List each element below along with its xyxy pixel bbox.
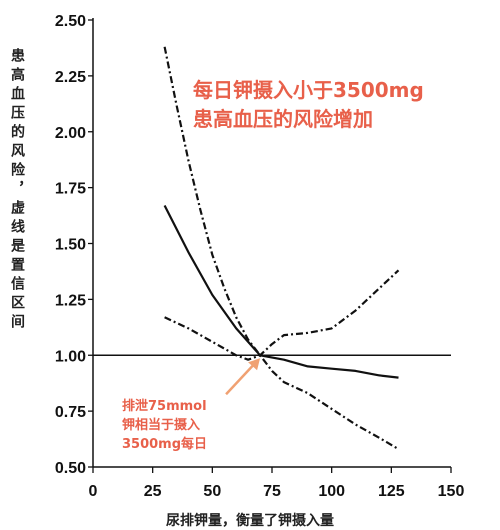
y-tick-label: 0.75 [55, 404, 86, 421]
annotation-arrow [225, 358, 261, 396]
y-tick-label: 1.75 [55, 181, 86, 198]
y-tick-label: 2.00 [55, 125, 86, 142]
confidence-bound-line-2 [164, 269, 400, 361]
x-tick-label: 50 [203, 483, 221, 500]
estimate-line [163, 205, 399, 379]
confidence-bound-line-1 [163, 46, 400, 451]
x-tick-label: 150 [438, 483, 465, 500]
arrow-shaft [225, 363, 255, 396]
y-tick-label: 2.50 [55, 13, 86, 30]
y-tick-label: 1.25 [55, 292, 86, 309]
y-axis-label: 患高血压的风险，虚线是置信区间 [9, 48, 25, 333]
y-ticks: 0.50 0.75 1.00 1.25 1.50 1.75 2.00 2.25 2.50 [55, 13, 93, 477]
headline-line-1: 每日钾摄入小于3500mg [193, 78, 424, 102]
x-tick-label: 0 [89, 483, 98, 500]
y-tick-label: 1.00 [55, 348, 86, 365]
series-layer [163, 46, 400, 451]
note-line-1: 排泄75mmol [122, 399, 207, 414]
x-tick-label: 25 [144, 483, 162, 500]
y-tick-label: 0.50 [55, 460, 86, 477]
headline-annotation: 每日钾摄入小于3500mg 患高血压的风险增加 [193, 76, 424, 134]
y-tick-label: 2.25 [55, 69, 86, 86]
x-axis-label: 尿排钾量，衡量了钾摄入量 [166, 513, 334, 529]
excretion-note: 排泄75mmol 钾相当于摄入 3500mg每日 [122, 397, 207, 454]
note-line-3: 3500mg每日 [122, 437, 208, 452]
note-line-2: 钾相当于摄入 [122, 418, 201, 433]
headline-line-2: 患高血压的风险增加 [193, 107, 373, 131]
arrow-head [248, 358, 261, 371]
x-tick-label: 75 [263, 483, 281, 500]
x-ticks: 0 25 50 75 100 125 150 [89, 467, 465, 500]
x-tick-label: 100 [318, 483, 345, 500]
y-tick-label: 1.50 [55, 237, 86, 254]
x-tick-label: 125 [378, 483, 405, 500]
